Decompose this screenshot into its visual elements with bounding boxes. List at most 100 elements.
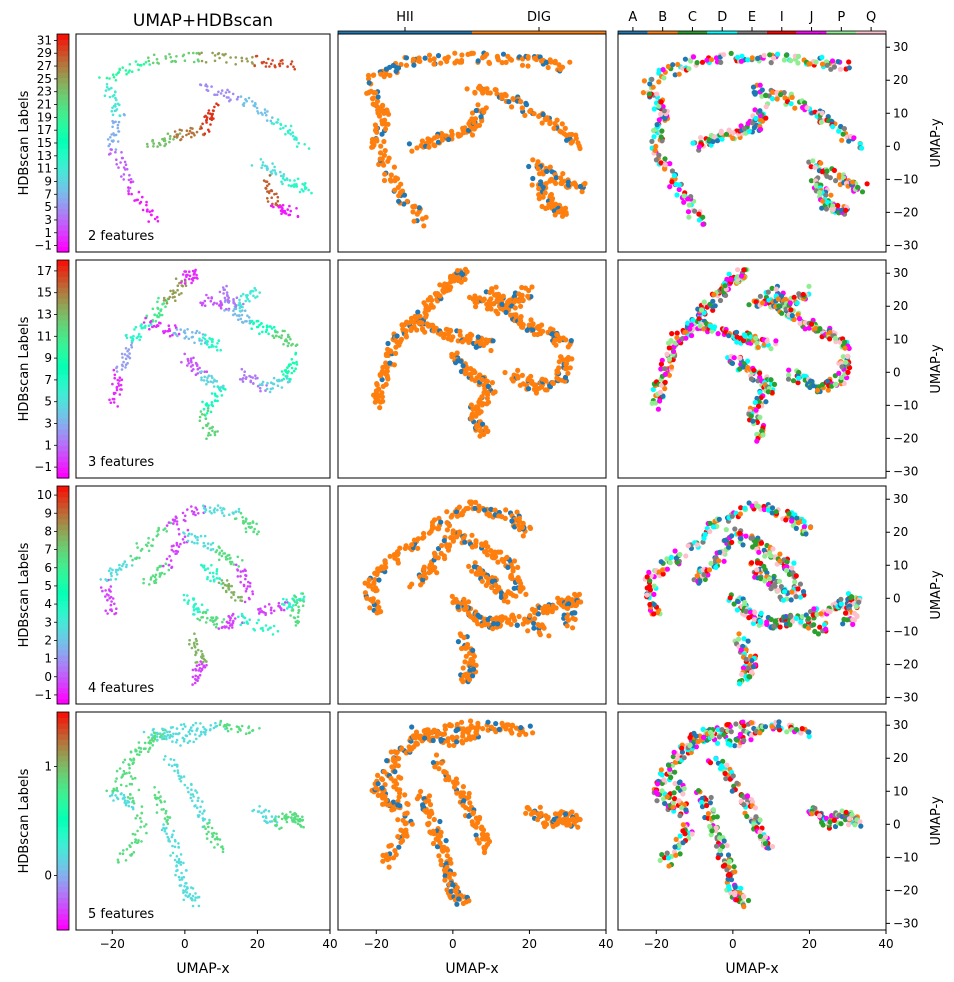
data-point-33 (120, 363, 124, 367)
data-point-96 (194, 506, 197, 510)
data-point-72 (701, 535, 707, 542)
data-point-98 (421, 300, 427, 306)
data-point-29 (115, 370, 119, 373)
data-point-451 (294, 603, 298, 607)
data-point-147 (182, 53, 186, 57)
data-point-382 (479, 376, 485, 383)
data-point-189 (716, 558, 722, 564)
data-point-42 (376, 161, 382, 167)
data-point-69 (411, 537, 417, 543)
data-point-549 (238, 298, 241, 302)
data-point-31 (122, 360, 125, 364)
data-point-35 (387, 360, 393, 366)
data-point-467 (528, 380, 535, 386)
data-point-324 (190, 135, 193, 139)
data-point-354 (209, 112, 212, 115)
data-point-203 (835, 59, 841, 65)
data-point-197 (734, 329, 740, 335)
data-point-350 (187, 362, 191, 365)
data-point-258 (237, 565, 240, 568)
data-point-358 (460, 363, 466, 369)
data-point-176 (431, 328, 437, 334)
data-point-133 (183, 282, 187, 285)
data-point-316 (204, 611, 208, 615)
data-point-548 (225, 579, 229, 582)
data-point-392 (222, 387, 225, 390)
data-point-441 (572, 591, 578, 597)
bpt-bar-label-P: P (837, 10, 845, 25)
data-point-509 (290, 366, 294, 370)
data-point-465 (284, 212, 288, 215)
data-point-230 (206, 546, 210, 550)
colorbar-tick-label: 7 (44, 543, 52, 557)
data-point-469 (532, 385, 538, 391)
data-point-470 (533, 390, 540, 396)
data-point-239 (757, 293, 764, 299)
data-point-187 (186, 328, 189, 331)
data-point-90 (379, 103, 386, 109)
data-point-141 (438, 60, 444, 66)
data-point-348 (490, 616, 496, 623)
colorbar-segment-7 (57, 660, 69, 667)
data-point-435 (474, 424, 480, 430)
data-point-224 (196, 536, 199, 539)
data-point-538 (209, 579, 212, 583)
data-point-68 (659, 128, 665, 134)
data-point-345 (729, 360, 736, 366)
data-point-369 (793, 615, 800, 622)
data-point-173 (162, 331, 166, 335)
data-point-88 (444, 520, 450, 526)
data-point-259 (818, 119, 824, 125)
data-point-62 (147, 549, 151, 553)
data-point-214 (206, 89, 210, 92)
data-point-114 (177, 293, 181, 296)
data-point-51 (109, 148, 112, 151)
data-point-155 (197, 59, 200, 63)
data-point-11 (115, 385, 119, 389)
colorbar-tick-label: 25 (37, 72, 52, 86)
data-point-35 (391, 164, 397, 170)
data-point-467 (296, 215, 300, 218)
data-point-431 (292, 604, 295, 607)
data-point-252 (263, 108, 267, 111)
data-point-218 (190, 540, 194, 544)
data-point-215 (456, 530, 462, 536)
data-point-159 (149, 320, 153, 323)
data-point-299 (192, 604, 196, 608)
data-point-467 (843, 207, 849, 213)
data-point-81 (154, 319, 158, 323)
data-point-450 (566, 601, 572, 607)
data-point-324 (475, 621, 481, 627)
data-point-534 (206, 577, 209, 581)
data-point-207 (558, 66, 564, 72)
data-point-560 (248, 299, 251, 303)
data-point-307 (193, 613, 196, 616)
data-point-15 (111, 597, 115, 600)
data-point-105 (202, 504, 205, 508)
data-point-205 (290, 60, 294, 63)
data-point-120 (670, 62, 676, 68)
y-tick-label: 10 (893, 332, 908, 346)
data-point-465 (564, 614, 570, 620)
data-point-289 (517, 316, 523, 322)
data-point-317 (747, 609, 754, 615)
data-point-381 (211, 381, 215, 384)
data-point-167 (153, 575, 157, 579)
data-point-302 (431, 142, 437, 148)
data-point-273 (797, 581, 804, 587)
data-point-208 (732, 526, 738, 532)
data-point-162 (218, 56, 221, 60)
data-point-284 (303, 143, 307, 146)
data-point-31 (128, 173, 131, 177)
data-point-318 (176, 133, 180, 136)
data-point-430 (207, 422, 210, 425)
data-point-324 (730, 135, 736, 141)
data-point-453 (565, 605, 571, 612)
data-point-199 (734, 339, 740, 345)
data-point-378 (273, 165, 276, 169)
data-point-423 (203, 413, 206, 417)
data-point-137 (164, 55, 167, 58)
data-point-250 (226, 554, 229, 557)
data-point-57 (395, 551, 401, 558)
data-point-119 (128, 63, 132, 66)
